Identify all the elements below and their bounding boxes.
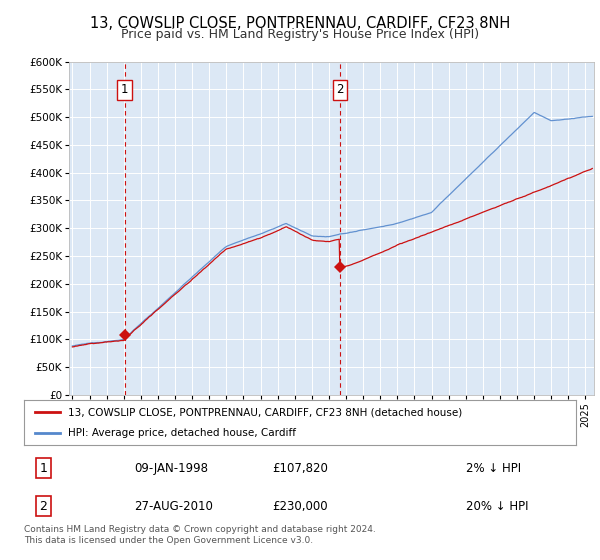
Text: 2% ↓ HPI: 2% ↓ HPI [466,461,521,475]
Text: 20% ↓ HPI: 20% ↓ HPI [466,500,528,512]
Text: £230,000: £230,000 [272,500,328,512]
Text: 13, COWSLIP CLOSE, PONTPRENNAU, CARDIFF, CF23 8NH (detached house): 13, COWSLIP CLOSE, PONTPRENNAU, CARDIFF,… [68,408,463,418]
Text: 09-JAN-1998: 09-JAN-1998 [134,461,208,475]
Text: HPI: Average price, detached house, Cardiff: HPI: Average price, detached house, Card… [68,428,296,438]
Text: 2: 2 [40,500,47,512]
Text: 1: 1 [40,461,47,475]
Text: 1: 1 [121,83,128,96]
Text: 2: 2 [337,83,344,96]
Text: Price paid vs. HM Land Registry's House Price Index (HPI): Price paid vs. HM Land Registry's House … [121,28,479,41]
Text: 27-AUG-2010: 27-AUG-2010 [134,500,213,512]
Text: 13, COWSLIP CLOSE, PONTPRENNAU, CARDIFF, CF23 8NH: 13, COWSLIP CLOSE, PONTPRENNAU, CARDIFF,… [90,16,510,31]
Text: £107,820: £107,820 [272,461,328,475]
Text: Contains HM Land Registry data © Crown copyright and database right 2024.
This d: Contains HM Land Registry data © Crown c… [24,525,376,545]
